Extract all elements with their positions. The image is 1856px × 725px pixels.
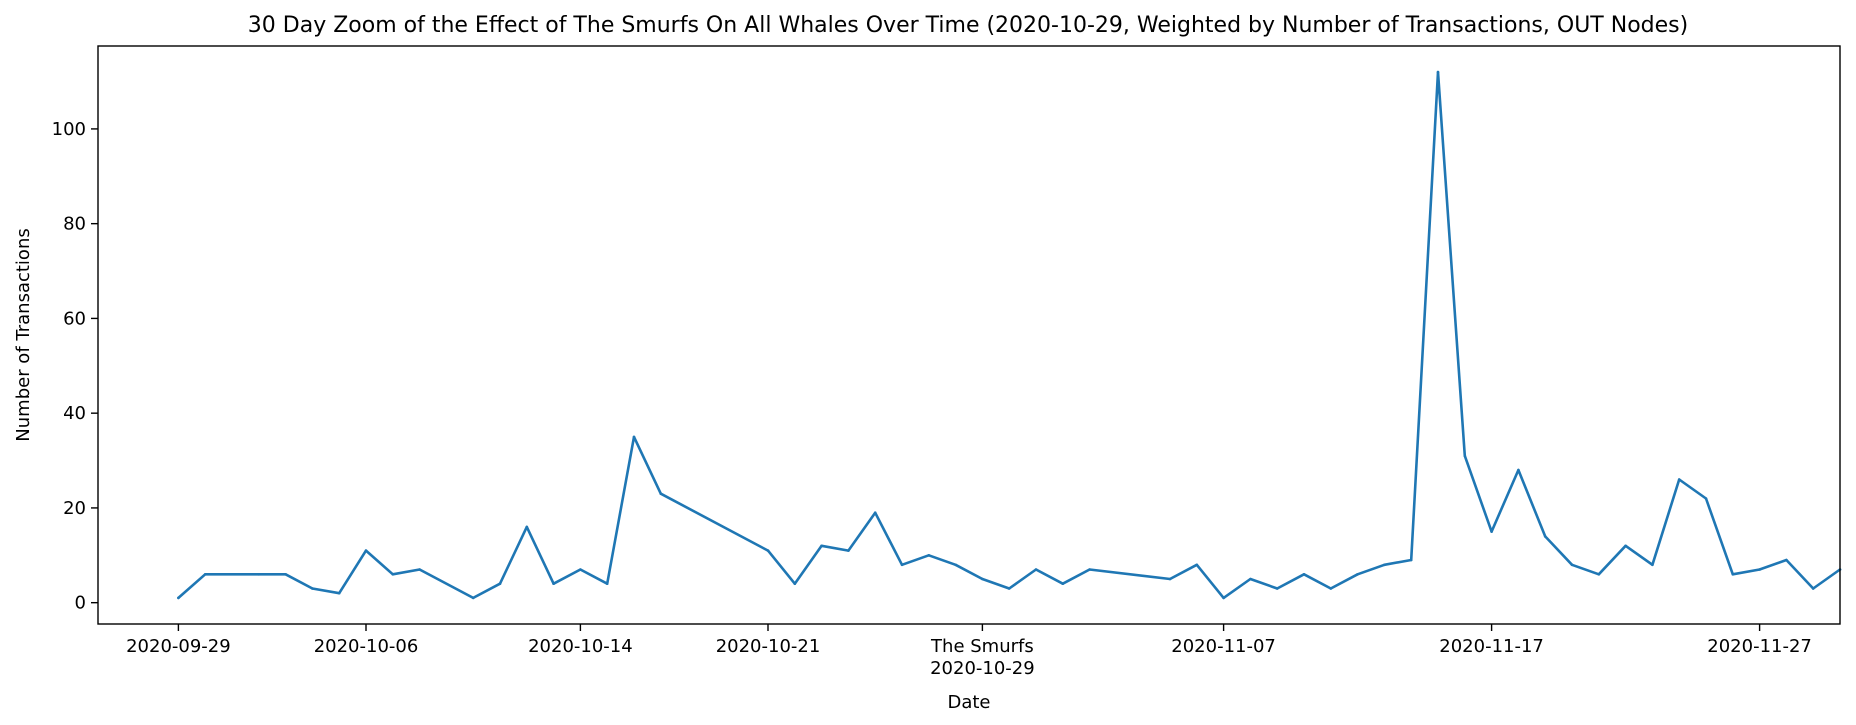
data-point	[1034, 568, 1038, 571]
y-tick-label: 20	[63, 498, 86, 519]
plot-frame	[97, 45, 1841, 625]
x-tick-label: 2020-10-21	[716, 636, 821, 657]
data-point	[1195, 563, 1199, 567]
data-point	[820, 544, 823, 548]
data-point	[177, 596, 180, 600]
x-axis-label: Date	[947, 692, 990, 713]
data-point	[873, 511, 877, 514]
x-tick-label: The Smurfs 2020-10-29	[930, 636, 1035, 679]
data-point	[1570, 563, 1574, 567]
data-point	[1356, 573, 1359, 576]
data-point	[1061, 582, 1065, 585]
data-point	[766, 549, 770, 552]
data-point	[418, 568, 421, 571]
x-tick-label: 2020-11-07	[1171, 636, 1276, 657]
data-point	[954, 563, 957, 567]
data-point	[1490, 530, 1493, 533]
data-point	[498, 582, 502, 585]
data-point	[1651, 563, 1654, 567]
x-tick-label: 2020-09-29	[126, 636, 231, 657]
data-point	[1597, 573, 1601, 576]
data-point	[1543, 535, 1547, 538]
data-point	[1517, 468, 1520, 472]
data-point	[257, 573, 261, 576]
y-tick-label: 100	[52, 119, 86, 140]
data-point	[1704, 497, 1708, 500]
x-tick-label: 2020-10-14	[528, 636, 633, 657]
data-point	[632, 435, 636, 439]
data-point	[1731, 573, 1735, 576]
data-point	[900, 563, 904, 567]
data-point	[927, 554, 931, 557]
data-point	[579, 568, 582, 571]
data-point	[471, 596, 475, 600]
y-axis-label: Number of Transactions	[13, 228, 34, 441]
data-point	[311, 587, 314, 590]
y-tick-label: 40	[63, 403, 86, 424]
y-tick-label: 0	[75, 593, 86, 614]
data-point	[1785, 558, 1788, 562]
x-tick-label: 2020-10-06	[314, 636, 419, 657]
data-point	[1811, 587, 1815, 590]
x-tick-label: 2020-11-17	[1439, 636, 1544, 657]
data-point	[847, 549, 850, 552]
data-point	[1383, 563, 1386, 567]
data-point	[1249, 577, 1252, 581]
data-point	[1758, 568, 1761, 571]
data-point	[1677, 478, 1681, 481]
data-point	[1222, 596, 1225, 600]
data-point	[1088, 568, 1091, 571]
data-point	[1329, 587, 1333, 590]
data-point	[203, 573, 207, 576]
data-point	[1463, 454, 1467, 458]
data-point	[525, 525, 529, 529]
data-point	[1275, 587, 1279, 590]
y-tick-label: 80	[63, 214, 86, 235]
data-point	[793, 582, 797, 585]
y-tick-label: 60	[63, 308, 86, 329]
data-point	[605, 582, 609, 585]
data-point	[364, 549, 368, 552]
data-point	[1302, 573, 1306, 576]
data-point	[1409, 558, 1413, 562]
data-point	[337, 591, 341, 595]
data-point	[981, 577, 984, 581]
data-point	[1168, 577, 1172, 581]
data-point	[659, 492, 663, 496]
series-line	[177, 70, 1842, 600]
data-point	[284, 573, 287, 576]
data-point	[1436, 70, 1440, 74]
chart-title: 30 Day Zoom of the Effect of The Smurfs …	[248, 13, 1688, 38]
data-point	[1007, 587, 1011, 590]
data-point	[1624, 544, 1627, 548]
data-point	[552, 582, 555, 585]
data-point	[391, 573, 395, 576]
x-tick-label: 2020-11-27	[1707, 636, 1812, 657]
